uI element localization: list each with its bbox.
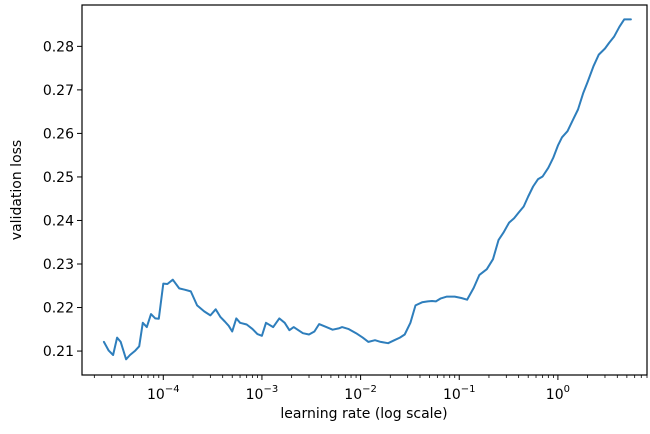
x-tick-label: 100 [546,384,570,403]
x-axis-title: learning rate (log scale) [280,406,447,422]
x-tick-exponent: 0 [564,384,570,395]
x-tick-exponent: −2 [362,384,377,395]
y-tick-label: 0.24 [43,213,74,229]
x-tick-exponent: −1 [461,384,476,395]
x-tick-base: 10 [147,387,165,403]
x-tick-label: 10−1 [443,384,476,403]
x-tick-label: 10−2 [344,384,377,403]
x-axis: 10−4 10−3 10−2 10−1 100 [93,375,648,403]
x-tick-base: 10 [344,387,362,403]
y-tick-label: 0.27 [43,83,74,99]
y-tick-label: 0.25 [43,170,74,186]
loss-series-line [102,18,632,361]
y-tick-label: 0.28 [43,39,74,55]
y-tick-label: 0.21 [43,344,74,360]
y-tick-label: 0.23 [43,257,74,273]
x-tick-exponent: −3 [263,384,278,395]
x-tick-label: 10−3 [246,384,279,403]
x-tick-label: 10−4 [147,384,180,403]
x-tick-base: 10 [546,387,564,403]
y-tick-label: 0.26 [43,126,74,142]
x-tick-exponent: −4 [165,384,180,395]
y-tick-label: 0.22 [43,301,74,317]
plot-area [81,4,648,376]
y-axis-title: validation loss [9,140,25,240]
x-tick-base: 10 [443,387,461,403]
x-tick-base: 10 [246,387,264,403]
series-layer [102,18,632,361]
y-axis: 0.21 0.22 0.23 0.24 0.25 0.26 0.27 0.28 [43,39,82,360]
